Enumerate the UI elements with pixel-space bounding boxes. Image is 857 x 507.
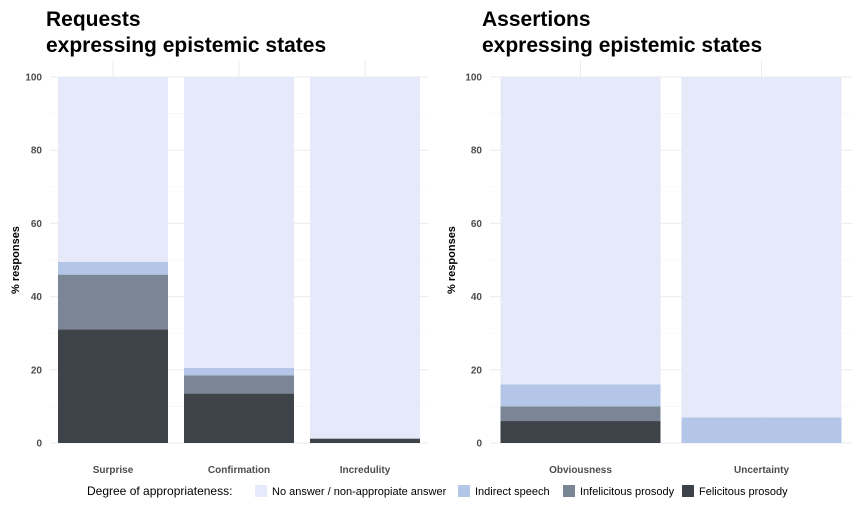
bar-segment [681, 77, 842, 418]
y-tick-label: 100 [465, 73, 482, 84]
y-tick-label: 100 [25, 73, 42, 84]
x-tick-label: Incredulity [340, 465, 391, 476]
y-axis-label: % responses [10, 226, 22, 294]
y-tick-label: 60 [31, 219, 43, 230]
x-tick-label: Confirmation [208, 465, 270, 476]
panel-title-line2: expressing epistemic states [46, 34, 326, 57]
y-tick-label: 20 [31, 365, 43, 376]
y-tick-label: 80 [471, 146, 483, 157]
x-tick-label: Surprise [93, 465, 134, 476]
bar-segment [58, 261, 168, 275]
bar-segment [500, 77, 661, 385]
legend-swatch [458, 485, 470, 497]
bar-segment [500, 406, 661, 422]
y-tick-label: 0 [476, 439, 482, 450]
bar-segment [58, 329, 168, 443]
y-tick-label: 0 [36, 439, 42, 450]
bar-segment [310, 77, 420, 439]
legend-label: Indirect speech [475, 486, 550, 498]
y-tick-label: 20 [471, 365, 483, 376]
legend-swatch [563, 485, 575, 497]
legend-swatch [255, 485, 267, 497]
x-tick-label: Uncertainty [734, 465, 789, 476]
legend-label: Felicitous prosody [699, 486, 788, 498]
legend-label: Infelicitous prosody [580, 486, 675, 498]
panel-title-line1: Requests [46, 8, 141, 31]
y-axis-label: % responses [446, 226, 458, 294]
y-tick-label: 40 [471, 292, 483, 303]
bar-segment [184, 393, 294, 443]
legend-title: Degree of appropriateness: [87, 484, 232, 498]
bar-segment [310, 438, 420, 443]
bar-segment [58, 77, 168, 262]
bar-segment [184, 77, 294, 368]
panel-title-line2: expressing epistemic states [482, 34, 762, 57]
legend-label: No answer / non-appropiate answer [272, 486, 447, 498]
y-tick-label: 40 [31, 292, 43, 303]
x-tick-label: Obviousness [549, 465, 612, 476]
bar-segment [500, 421, 661, 443]
legend-swatch [682, 485, 694, 497]
bar-segment [184, 367, 294, 376]
bar-segment [58, 274, 168, 330]
bar-segment [681, 417, 842, 443]
bar-segment [500, 384, 661, 407]
panel-title-line1: Assertions [482, 8, 591, 31]
y-tick-label: 60 [471, 219, 483, 230]
bar-segment [184, 375, 294, 394]
y-tick-label: 80 [31, 146, 43, 157]
